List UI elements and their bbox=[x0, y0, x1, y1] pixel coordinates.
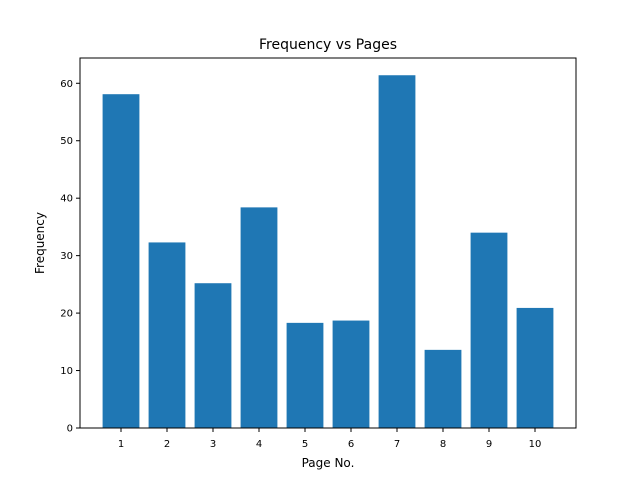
y-tick-label: 60 bbox=[60, 79, 73, 90]
bar-4 bbox=[240, 207, 278, 428]
bar-9 bbox=[470, 232, 508, 428]
x-tick-label: 4 bbox=[256, 439, 262, 450]
x-tick-label: 10 bbox=[529, 439, 542, 450]
x-tick-label: 3 bbox=[210, 439, 216, 450]
bar-1 bbox=[102, 94, 140, 428]
y-tick-label: 10 bbox=[60, 366, 73, 377]
x-axis-ticks: 1 2 3 4 5 6 7 8 9 10 bbox=[118, 428, 542, 450]
x-tick-label: 8 bbox=[440, 439, 446, 450]
y-tick-label: 30 bbox=[60, 251, 73, 262]
chart-title: Frequency vs Pages bbox=[259, 37, 397, 53]
bar-series bbox=[102, 75, 554, 429]
bar-3 bbox=[194, 283, 232, 428]
bar-5 bbox=[286, 322, 324, 428]
y-tick-label: 0 bbox=[67, 424, 73, 435]
x-tick-label: 2 bbox=[164, 439, 170, 450]
x-axis-label: Page No. bbox=[302, 456, 355, 470]
x-tick-label: 6 bbox=[348, 439, 354, 450]
y-tick-label: 50 bbox=[60, 136, 73, 147]
bar-8 bbox=[424, 349, 462, 428]
bar-10 bbox=[516, 307, 554, 428]
x-tick-label: 5 bbox=[302, 439, 308, 450]
bar-6 bbox=[332, 320, 370, 428]
y-axis-label: Frequency bbox=[33, 212, 47, 274]
plot-frame bbox=[79, 57, 577, 429]
x-tick-label: 9 bbox=[486, 439, 492, 450]
x-tick-label: 7 bbox=[394, 439, 400, 450]
bar-2 bbox=[148, 242, 186, 428]
y-tick-label: 40 bbox=[60, 194, 73, 205]
bar-7 bbox=[378, 75, 416, 429]
y-axis-ticks: 0 10 20 30 40 50 60 bbox=[60, 79, 80, 435]
x-tick-label: 1 bbox=[118, 439, 124, 450]
y-tick-label: 20 bbox=[60, 309, 73, 320]
